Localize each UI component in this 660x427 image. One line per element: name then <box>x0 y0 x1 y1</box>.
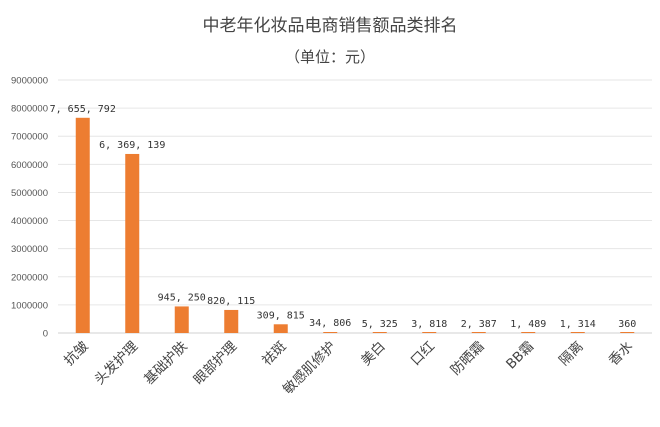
bar <box>273 324 288 333</box>
bar <box>422 332 437 333</box>
data-labels: 7, 655, 792 6, 369, 139 945, 250 820, 11530… <box>50 104 637 330</box>
x-tick-label: 美白 <box>358 339 388 369</box>
data-label: 5, 325 <box>362 319 398 330</box>
bar <box>125 153 140 333</box>
y-tick-label: 6000000 <box>11 160 48 171</box>
x-tick-label: 眼部护理 <box>191 338 241 388</box>
chart-subtitle: （单位：元） <box>285 48 375 66</box>
y-tick-label: 2000000 <box>11 272 48 283</box>
y-axis-ticks: 0 1000000 2000000 3000000 4000000 5000000 6000… <box>11 76 48 340</box>
x-tick-label: 敏感肌修护 <box>279 338 339 398</box>
bars <box>75 117 635 334</box>
x-tick-label: 香水 <box>606 338 637 369</box>
bar <box>471 332 486 333</box>
grid-lines <box>58 79 652 334</box>
data-label: 309, 815 <box>257 310 305 321</box>
y-tick-label: 5000000 <box>11 188 48 199</box>
y-tick-label: 0 <box>43 329 48 340</box>
data-label: 945, 250 <box>158 292 206 303</box>
data-label: 34, 806 <box>309 318 351 329</box>
bar <box>323 332 338 333</box>
y-tick-label: 8000000 <box>11 104 48 115</box>
data-label: 2, 387 <box>461 319 497 330</box>
y-tick-label: 4000000 <box>11 216 48 227</box>
x-tick-label: 防晒霜 <box>448 339 488 379</box>
x-tick-label: 隔离 <box>555 338 586 369</box>
x-tick-label: 头发护理 <box>92 338 142 388</box>
bar <box>372 332 387 333</box>
data-label: 3, 818 <box>411 319 447 330</box>
bar <box>75 117 90 334</box>
y-tick-label: 1000000 <box>11 300 48 311</box>
y-tick-label: 3000000 <box>11 244 48 255</box>
y-tick-label: 9000000 <box>11 76 48 87</box>
data-label: 1, 489 <box>510 319 546 330</box>
bar <box>521 332 536 333</box>
data-label: 7, 655, 792 <box>50 104 116 115</box>
data-label: 1, 314 <box>560 319 596 330</box>
data-label: 360 <box>618 319 636 330</box>
data-label: 6, 369, 139 <box>99 140 165 151</box>
bar <box>174 306 189 333</box>
x-tick-label: 祛斑 <box>259 339 289 369</box>
bar <box>224 309 239 333</box>
bar <box>620 332 635 333</box>
y-tick-label: 7000000 <box>11 132 48 143</box>
x-tick-label: 抗皱 <box>61 338 92 369</box>
x-tick-label: 口红 <box>408 339 438 369</box>
bar <box>570 332 585 333</box>
x-tick-label: BB霜 <box>503 339 537 373</box>
x-tick-label: 基础护肤 <box>140 337 191 388</box>
chart-title: 中老年化妆品电商销售额品类排名 <box>203 16 458 36</box>
data-label: 820, 115 <box>207 296 255 307</box>
